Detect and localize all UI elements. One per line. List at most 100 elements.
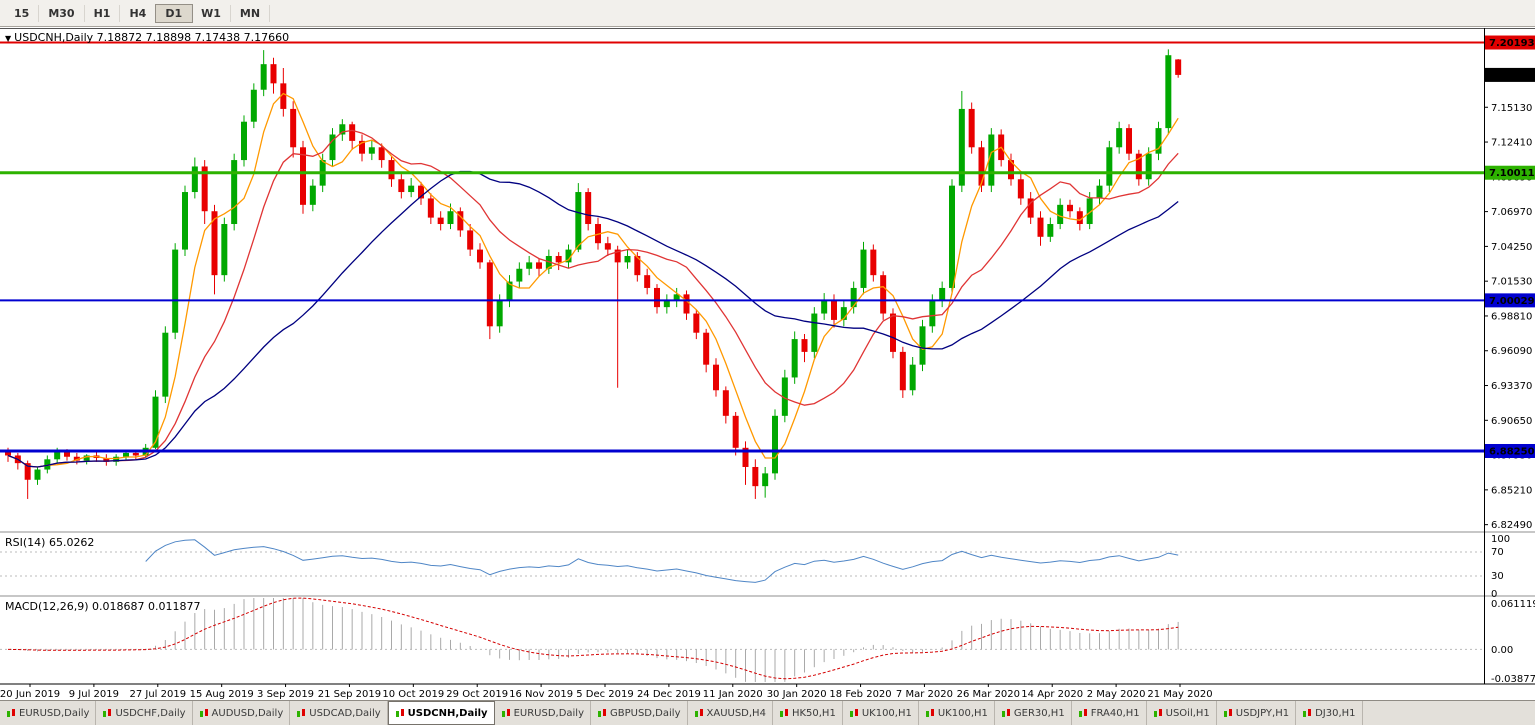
candle-body — [467, 230, 474, 250]
rsi-axis-label: 30 — [1491, 571, 1504, 582]
chart-title-text: USDCNH,Daily 7.18872 7.18898 7.17438 7.1… — [14, 31, 290, 44]
candle-body — [408, 185, 415, 193]
price-chart-canvas[interactable]: 7.151307.124107.096907.069707.042507.015… — [0, 27, 1535, 700]
candle-body — [890, 313, 896, 352]
candle-body — [221, 224, 228, 276]
chart-tab-hk50-h1[interactable]: HK50,H1 — [773, 701, 843, 725]
chart-tab-audusd-daily[interactable]: AUDUSD,Daily — [193, 701, 291, 725]
timeframe-button-15[interactable]: 15 — [5, 4, 40, 22]
candle-body — [526, 262, 533, 269]
candle-body — [614, 249, 621, 263]
candle-body — [801, 339, 808, 352]
price-tick-label: 7.12410 — [1491, 138, 1532, 149]
candle-body — [1096, 185, 1103, 199]
price-tick-label: 7.06970 — [1491, 207, 1532, 218]
candle-body — [654, 287, 660, 308]
candle-body — [260, 64, 267, 90]
candle-body — [201, 166, 208, 212]
candle-body — [1106, 147, 1113, 186]
candlestick-series — [5, 49, 1182, 499]
candle-body — [831, 300, 837, 320]
timeframe-button-d1[interactable]: D1 — [155, 3, 194, 23]
date-label: 7 Mar 2020 — [896, 689, 953, 700]
candle-body — [1135, 153, 1142, 180]
candle-body — [437, 217, 444, 225]
candle-body — [54, 451, 61, 460]
chart-tab-usdjpy-h1[interactable]: USDJPY,H1 — [1217, 701, 1297, 725]
tab-chart-icon — [849, 709, 858, 717]
candle-body — [329, 134, 336, 161]
candle-body — [732, 415, 739, 448]
timeframe-button-h4[interactable]: H4 — [120, 4, 157, 22]
chart-tab-label: FRA40,H1 — [1090, 707, 1140, 719]
candle-body — [1165, 55, 1172, 129]
chart-window[interactable]: 7.151307.124107.096907.069707.042507.015… — [0, 27, 1535, 700]
candle-body — [1027, 198, 1034, 218]
candle-body — [811, 313, 818, 352]
candle-body — [860, 249, 867, 288]
candle-body — [506, 281, 513, 301]
candle-body — [486, 262, 493, 327]
rsi-axis-label: 70 — [1491, 547, 1504, 558]
price-tick-label: 6.93370 — [1491, 381, 1532, 392]
candle-body — [1037, 217, 1044, 237]
candle-body — [762, 473, 769, 487]
price-badge-label: 7.10011 — [1489, 168, 1535, 179]
timeframe-button-m30[interactable]: M30 — [39, 4, 85, 22]
tab-chart-icon — [395, 709, 404, 717]
macd-axis-label: 0.061119 — [1491, 599, 1535, 610]
chart-tab-label: EURUSD,Daily — [19, 707, 90, 719]
price-badge-label: 7.00029 — [1489, 296, 1535, 307]
candle-body — [624, 255, 631, 263]
rsi-axis-label: 0 — [1491, 589, 1497, 600]
chart-tab-xauusd-h4[interactable]: XAUUSD,H4 — [688, 701, 773, 725]
candle-body — [781, 377, 788, 416]
chart-tab-usdchf-daily[interactable]: USDCHF,Daily — [96, 701, 193, 725]
tab-chart-icon — [199, 709, 208, 717]
chart-tab-fra40-h1[interactable]: FRA40,H1 — [1072, 701, 1147, 725]
chart-tab-eurusd-daily[interactable]: EURUSD,Daily — [0, 701, 97, 725]
candle-body — [398, 179, 405, 193]
chart-tab-gbpusd-daily[interactable]: GBPUSD,Daily — [591, 701, 688, 725]
rsi-line — [145, 539, 1179, 583]
date-label: 9 Jul 2019 — [69, 689, 119, 700]
macd-axis-label: 0.00 — [1491, 645, 1513, 656]
time-axis[interactable]: 20 Jun 2019 9 Jul 2019 27 Jul 2019 15 Aug 2… — [0, 684, 1213, 700]
candle-body — [34, 469, 41, 480]
chart-tab-uk100-h1[interactable]: UK100,H1 — [843, 701, 919, 725]
candle-body — [1008, 160, 1014, 180]
candle-body — [162, 332, 169, 397]
candle-body — [427, 198, 434, 218]
chart-tab-usdcnh-daily[interactable]: USDCNH,Daily — [387, 701, 495, 725]
timeframe-button-w1[interactable]: W1 — [192, 4, 231, 22]
candle-body — [1067, 204, 1073, 212]
timeframe-button-h1[interactable]: H1 — [85, 4, 121, 22]
date-label: 15 Aug 2019 — [190, 689, 254, 700]
chart-tab-label: USDCAD,Daily — [309, 707, 381, 719]
chart-tab-label: HK50,H1 — [791, 707, 836, 719]
timeframe-button-mn[interactable]: MN — [231, 4, 271, 22]
chart-tab-dj30-h1[interactable]: DJ30,H1 — [1296, 701, 1363, 725]
date-label: 26 Mar 2020 — [957, 689, 1020, 700]
price-badge — [1485, 443, 1535, 458]
chart-tab-usdcad-daily[interactable]: USDCAD,Daily — [290, 701, 388, 725]
candle-body — [683, 294, 690, 314]
date-label: 18 Feb 2020 — [829, 689, 891, 700]
price-axis[interactable]: 7.151307.124107.096907.069707.042507.015… — [1484, 35, 1535, 685]
chart-tab-label: XAUUSD,H4 — [706, 707, 766, 719]
chart-tab-label: USDCHF,Daily — [115, 707, 186, 719]
chart-tab-usoil-h1[interactable]: USOil,H1 — [1147, 701, 1217, 725]
candle-body — [575, 192, 582, 250]
candle-body — [693, 313, 700, 333]
candle-body — [300, 147, 306, 205]
candle-body — [1057, 204, 1064, 225]
candle-body — [821, 300, 828, 314]
candle-body — [211, 211, 218, 276]
tab-chart-icon — [1223, 709, 1232, 717]
candle-body — [83, 455, 90, 461]
candle-body — [1145, 153, 1152, 180]
rsi-axis-label: 100 — [1491, 534, 1510, 545]
chart-tab-eurusd-daily[interactable]: EURUSD,Daily — [495, 701, 591, 725]
chart-tab-uk100-h1[interactable]: UK100,H1 — [919, 701, 995, 725]
chart-tab-ger30-h1[interactable]: GER30,H1 — [995, 701, 1072, 725]
